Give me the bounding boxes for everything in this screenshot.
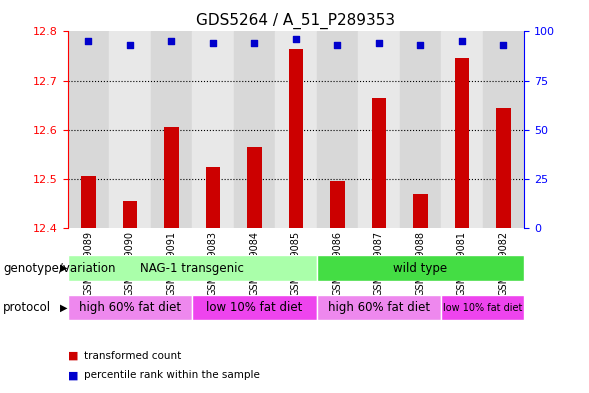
Text: ■: ■ xyxy=(68,351,78,361)
Bar xyxy=(68,295,192,320)
Point xyxy=(457,38,466,44)
Point xyxy=(167,38,176,44)
Text: protocol: protocol xyxy=(3,301,51,314)
Bar xyxy=(317,255,524,281)
Bar xyxy=(358,31,400,228)
Point xyxy=(333,42,342,48)
Bar xyxy=(400,31,441,228)
Text: high 60% fat diet: high 60% fat diet xyxy=(328,301,430,314)
Bar xyxy=(123,201,137,228)
Text: percentile rank within the sample: percentile rank within the sample xyxy=(84,370,260,380)
Bar xyxy=(441,295,524,320)
Point xyxy=(292,36,301,42)
Bar xyxy=(68,31,109,228)
Bar xyxy=(496,108,511,228)
Bar xyxy=(206,167,220,228)
Bar xyxy=(289,49,303,228)
Bar xyxy=(413,193,428,228)
Bar xyxy=(317,31,358,228)
Bar xyxy=(68,255,317,281)
Text: genotype/variation: genotype/variation xyxy=(3,262,115,275)
Text: low 10% fat diet: low 10% fat diet xyxy=(206,301,303,314)
Bar xyxy=(483,31,524,228)
Bar xyxy=(164,127,178,228)
Bar xyxy=(192,31,234,228)
Bar xyxy=(247,147,262,228)
Point xyxy=(416,42,425,48)
Text: ▶: ▶ xyxy=(60,303,67,312)
Bar xyxy=(234,31,275,228)
Text: ■: ■ xyxy=(68,370,78,380)
Point xyxy=(250,40,259,46)
Bar xyxy=(151,31,192,228)
Point xyxy=(374,40,383,46)
Bar xyxy=(455,59,469,228)
Text: low 10% fat diet: low 10% fat diet xyxy=(443,303,522,312)
Point xyxy=(125,42,135,48)
Bar xyxy=(275,31,317,228)
Text: transformed count: transformed count xyxy=(84,351,181,361)
Point xyxy=(499,42,508,48)
Bar xyxy=(441,31,483,228)
Text: high 60% fat diet: high 60% fat diet xyxy=(79,301,181,314)
Bar xyxy=(330,181,345,228)
Text: wild type: wild type xyxy=(393,262,448,275)
Bar xyxy=(109,31,151,228)
Bar xyxy=(81,176,96,228)
Text: ▶: ▶ xyxy=(60,263,67,273)
Text: NAG-1 transgenic: NAG-1 transgenic xyxy=(140,262,244,275)
Title: GDS5264 / A_51_P289353: GDS5264 / A_51_P289353 xyxy=(196,13,396,29)
Bar xyxy=(317,295,441,320)
Point xyxy=(84,38,93,44)
Bar xyxy=(192,295,317,320)
Bar xyxy=(372,98,386,228)
Point xyxy=(209,40,218,46)
